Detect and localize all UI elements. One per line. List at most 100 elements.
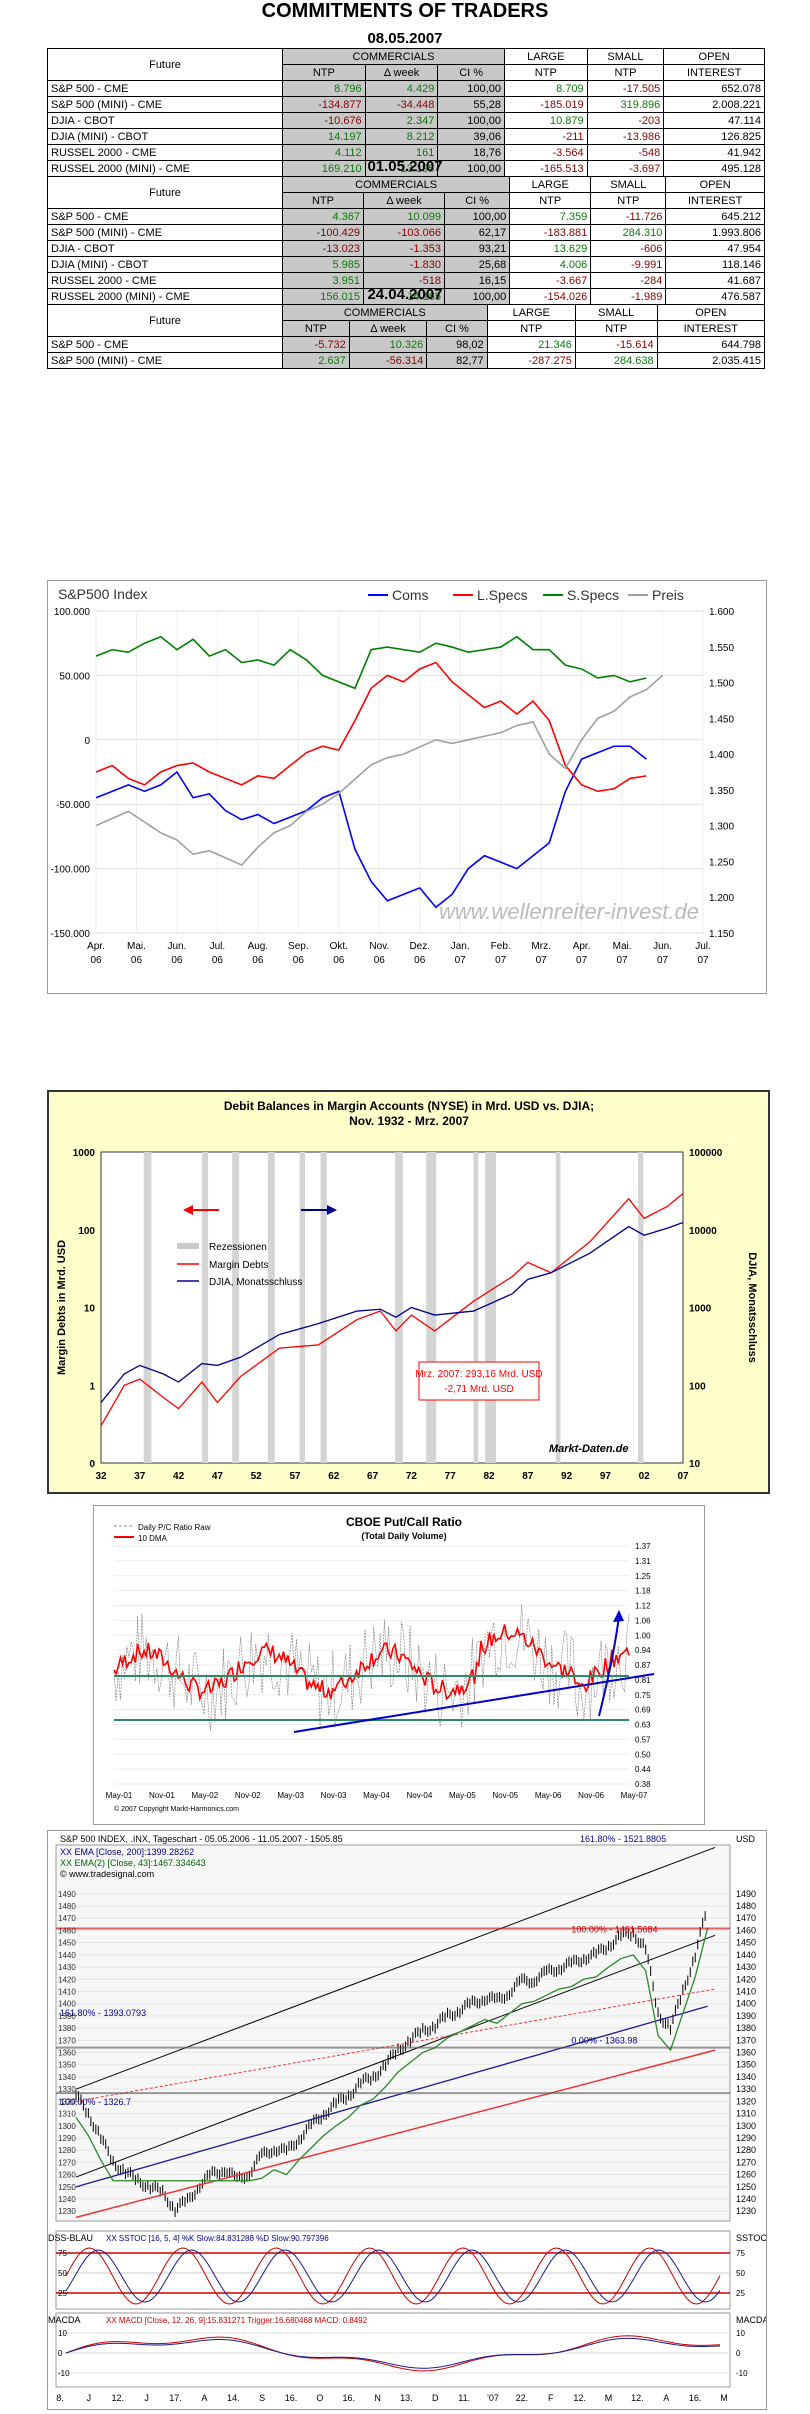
- future-name-cell: DJIA (MINI) - CBOT: [47, 128, 283, 145]
- panel-right-label: MACDA: [736, 2315, 766, 2325]
- table-cell: 39,06: [437, 128, 505, 145]
- x-tick: A: [663, 2393, 669, 2403]
- y-right-tick: 1.200: [709, 893, 734, 904]
- panel-tick: 25: [736, 2289, 745, 2298]
- y-left-tick: 1000: [73, 1148, 96, 1159]
- fib-label: 161.80% - 1521.8805: [580, 1834, 666, 1844]
- y-tick: 1280: [736, 2145, 756, 2155]
- y-tick: 1420: [736, 1974, 756, 1984]
- table-header-cell: NTP: [590, 192, 667, 209]
- y-left-tick: 100.000: [54, 607, 91, 618]
- table-header-cell: Δ week: [364, 64, 439, 81]
- table-cell: 98,02: [426, 336, 488, 353]
- table-cell: 284.638: [574, 352, 658, 369]
- future-name-cell: RUSSEL 2000 (MINI) - CME: [47, 160, 283, 177]
- x-tick: Feb.: [491, 941, 511, 952]
- legend-label: Daily P/C Ratio Raw: [138, 1523, 211, 1532]
- x-tick: S: [259, 2393, 265, 2403]
- y-left-label: Margin Debts in Mrd. USD: [56, 1240, 68, 1375]
- right-axis-arrow-head: [327, 1205, 337, 1215]
- panel-name: DSS-BLAU: [48, 2233, 93, 2243]
- y-left-tick: 100: [78, 1226, 95, 1237]
- y-tick: 1430: [736, 1962, 756, 1972]
- y-tick-left: 1390: [58, 2012, 76, 2021]
- table-cell: 10.326: [348, 336, 428, 353]
- panel-label: XX SSTOC [16, 5, 4] %K Slow:84.831288 %D…: [106, 2234, 329, 2243]
- x-tick: 8.: [56, 2393, 64, 2403]
- table-cell: 10.879: [503, 112, 588, 129]
- y-tick-left: 1400: [58, 2000, 76, 2009]
- legend-label: Preis: [652, 587, 684, 603]
- y-tick-left: 1300: [58, 2122, 76, 2131]
- future-name-cell: S&P 500 - CME: [47, 336, 283, 353]
- x-tick: 06: [293, 955, 305, 966]
- y-tick-left: 1290: [58, 2134, 76, 2143]
- table-cell: 62,17: [443, 224, 511, 241]
- y-tick-left: 1260: [58, 2171, 76, 2180]
- recession-band: [143, 1152, 152, 1463]
- table-header-cell: CI %: [443, 192, 511, 209]
- y-tick: 1230: [736, 2206, 756, 2216]
- y-tick-left: 1410: [58, 1987, 76, 1996]
- y-right-tick: 10: [689, 1459, 701, 1470]
- table-header-cell: Future: [47, 176, 283, 209]
- y-tick: 1460: [736, 1925, 756, 1935]
- table-row: RUSSEL 2000 (MINI) - CME 156.015 14.165 100…: [47, 288, 765, 305]
- y-right-tick: 10000: [689, 1226, 717, 1237]
- y-right-label: DJIA, Monatsschluss: [746, 1252, 758, 1363]
- table-cell: 100,00: [437, 80, 505, 97]
- y-tick: 1300: [736, 2121, 756, 2131]
- table-header-cell: OPEN: [663, 48, 765, 65]
- currency-label: USD: [736, 1834, 756, 1844]
- x-tick: 72: [406, 1471, 418, 1482]
- fib-label: 0.00% - 1363.98: [571, 2036, 637, 2046]
- table-header-cell: COMMERCIALS: [281, 176, 511, 193]
- x-tick: May-05: [449, 1791, 476, 1800]
- series-line: [100, 1192, 684, 1427]
- y-right-tick: 1.350: [709, 786, 734, 797]
- y-tick: 0.38: [635, 1780, 651, 1789]
- y-tick: 1.25: [635, 1572, 651, 1581]
- x-tick: J: [144, 2393, 149, 2403]
- table-row: DJIA - CBOT -10.676 2.347 100,00 10.879 -203 4…: [47, 112, 765, 129]
- table-header-cell: COMMERCIALS: [282, 48, 505, 65]
- panel-tick: -10: [736, 2369, 748, 2378]
- x-tick: 16.: [342, 2393, 355, 2403]
- table-header-cell: Δ week: [348, 320, 428, 337]
- recession-band: [485, 1152, 496, 1463]
- x-tick: 06: [131, 955, 143, 966]
- x-tick: Okt.: [330, 941, 348, 952]
- x-tick: 07: [657, 955, 669, 966]
- table-cell: 14.197: [282, 128, 366, 145]
- table-cell: -203: [586, 112, 665, 129]
- x-tick: O: [316, 2393, 323, 2403]
- x-tick: A: [201, 2393, 207, 2403]
- table-header-cell: INTEREST: [663, 64, 765, 81]
- table-cell: 156.015: [282, 288, 364, 305]
- y-tick-left: 1380: [58, 2024, 76, 2033]
- recession-band: [267, 1152, 275, 1463]
- cot-line-chart: S&P500 Index Coms L.Specs S.Specs Preis 100.0…: [51, 586, 735, 966]
- trend-arrow: [598, 1615, 620, 1717]
- legend-label: L.Specs: [477, 587, 528, 603]
- table-cell: 645.212: [665, 208, 765, 225]
- y-tick-left: 1440: [58, 1951, 76, 1960]
- table-header-cell: COMMERCIALS: [282, 304, 488, 321]
- fib-label: 100.00% - 1461.5684: [571, 1925, 657, 1935]
- x-tick: J: [87, 2393, 92, 2403]
- legend-swatch: [177, 1243, 199, 1249]
- future-name-cell: S&P 500 - CME: [47, 208, 283, 225]
- legend-label: DJIA, Monatsschluss: [209, 1277, 302, 1288]
- x-tick: 32: [95, 1471, 107, 1482]
- table-header-cell: NTP: [509, 192, 592, 209]
- table-cell: -165.513: [503, 160, 588, 177]
- y-tick: 1.37: [635, 1542, 651, 1551]
- y-tick-left: 1250: [58, 2183, 76, 2192]
- x-tick: May-02: [191, 1791, 218, 1800]
- table-cell: -17.505: [586, 80, 665, 97]
- table-header-cell: CI %: [437, 64, 505, 81]
- table-header-cell: OPEN: [665, 176, 765, 193]
- y-tick: 1380: [736, 2023, 756, 2033]
- y-tick: 0.57: [635, 1735, 651, 1744]
- table-cell: 8.709: [503, 80, 588, 97]
